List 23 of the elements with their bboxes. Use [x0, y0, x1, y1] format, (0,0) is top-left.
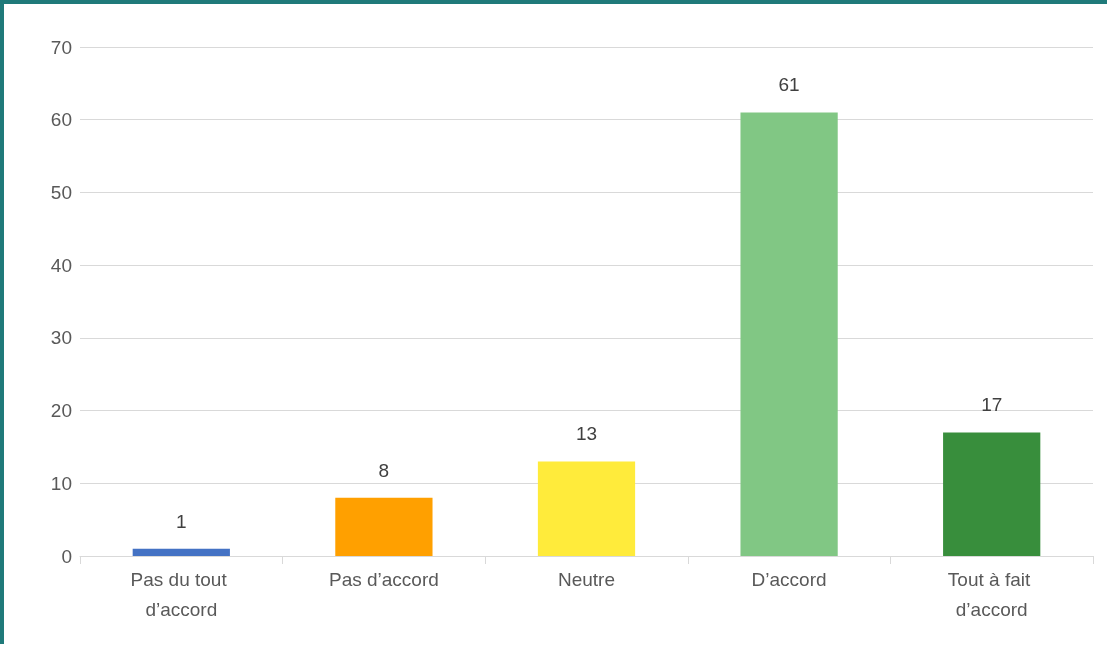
- y-tick-label: 20: [50, 400, 72, 422]
- x-tick-label: Neutre: [557, 568, 616, 590]
- bar: [132, 548, 230, 556]
- y-tick-label: 50: [50, 181, 72, 203]
- x-tick-label: Pas d’accord: [328, 568, 439, 590]
- data-label: 1: [176, 510, 187, 532]
- y-tick-label: 10: [50, 472, 72, 494]
- bar: [740, 112, 838, 556]
- bar: [943, 432, 1041, 556]
- data-label: 61: [778, 74, 800, 96]
- y-tick-label: 70: [50, 36, 72, 58]
- data-label: 13: [575, 423, 598, 445]
- y-tick-label: 60: [50, 109, 72, 131]
- x-tick-label: Pas du tout d’accord: [130, 568, 232, 620]
- x-tick-label: D’accord: [751, 568, 827, 590]
- y-tick-label: 30: [50, 327, 72, 349]
- data-label: 17: [981, 394, 1003, 416]
- data-label: 8: [378, 459, 390, 481]
- y-tick-label: 40: [50, 254, 72, 276]
- bar: [335, 497, 433, 556]
- y-tick-label: 0: [61, 545, 72, 567]
- bar: [537, 461, 636, 556]
- x-tick-label: Tout à fait d’accord: [947, 568, 1036, 620]
